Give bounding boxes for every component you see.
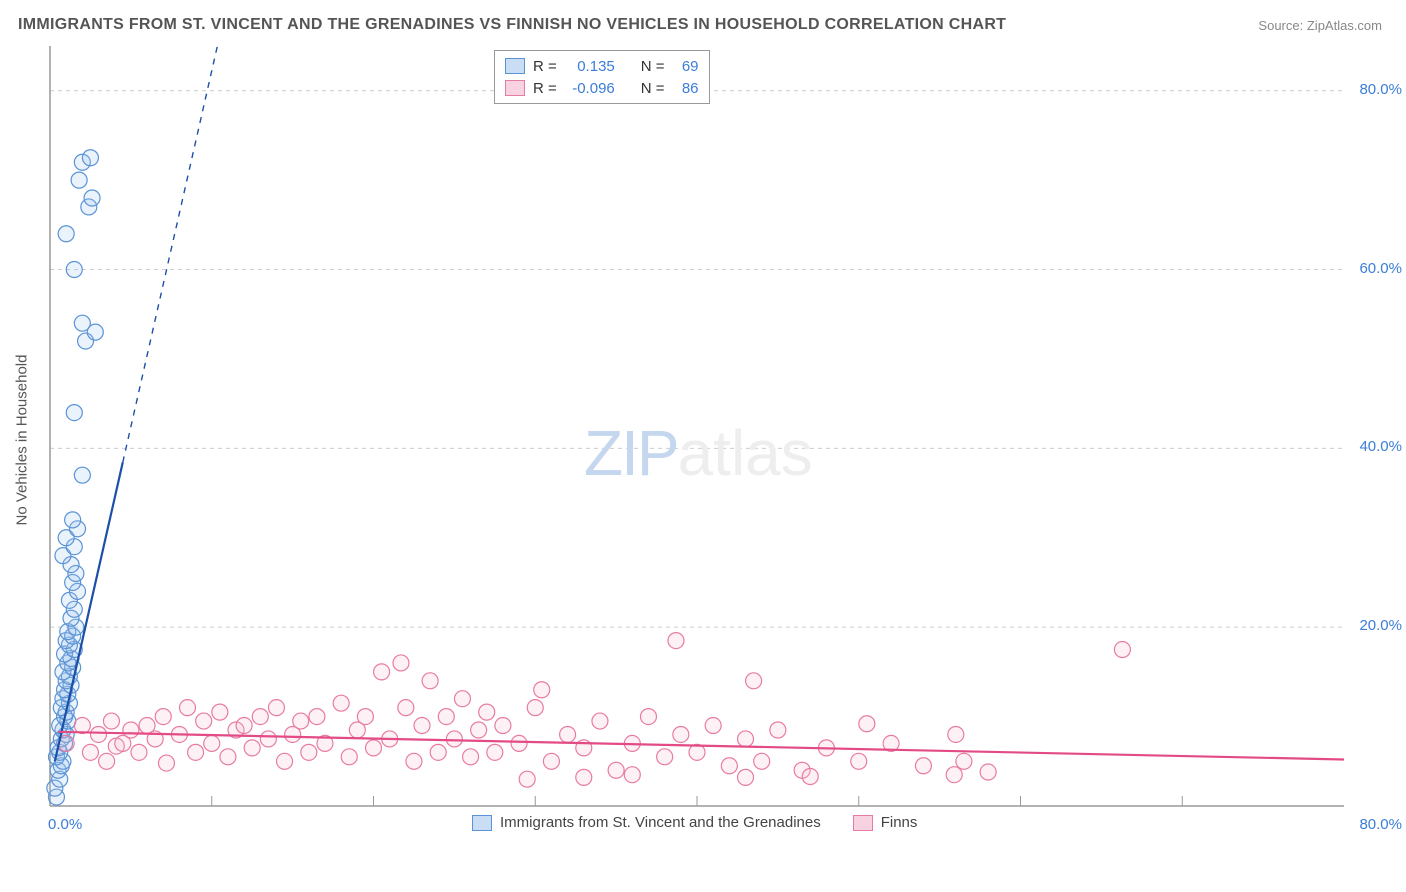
legend-label: Finns — [881, 814, 918, 831]
tick-label: 80.0% — [1359, 816, 1402, 833]
legend-swatch — [505, 80, 525, 96]
legend-label: Immigrants from St. Vincent and the Gren… — [500, 814, 821, 831]
legend-swatch — [505, 58, 525, 74]
r-label: R = — [533, 58, 557, 75]
tick-label: 60.0% — [1359, 260, 1402, 277]
source-prefix: Source: — [1258, 18, 1303, 33]
legend-swatch — [853, 815, 873, 831]
legend-stats: R = 0.135 N = 69 R = -0.096 N = 86 — [494, 50, 710, 104]
legend-swatch — [472, 815, 492, 831]
y-axis-label: No Vehicles in Household — [14, 355, 31, 526]
r-value: 0.135 — [565, 58, 615, 75]
tick-label: 40.0% — [1359, 438, 1402, 455]
legend-item: Immigrants from St. Vincent and the Gren… — [472, 814, 821, 831]
n-value: 69 — [673, 58, 699, 75]
legend-series: Immigrants from St. Vincent and the Gren… — [472, 814, 917, 831]
n-label: N = — [641, 80, 665, 97]
legend-stats-row: R = 0.135 N = 69 — [505, 55, 699, 77]
chart-title: IMMIGRANTS FROM ST. VINCENT AND THE GREN… — [18, 16, 1006, 34]
source-label: Source: ZipAtlas.com — [1258, 18, 1382, 33]
legend-stats-row: R = -0.096 N = 86 — [505, 77, 699, 99]
source-name: ZipAtlas.com — [1307, 18, 1382, 33]
tick-label: 80.0% — [1359, 81, 1402, 98]
n-value: 86 — [673, 80, 699, 97]
legend-item: Finns — [853, 814, 918, 831]
r-label: R = — [533, 80, 557, 97]
scatter-chart — [44, 46, 1364, 836]
r-value: -0.096 — [565, 80, 615, 97]
chart-area: ZIPatlas R = 0.135 N = 69 R = -0.096 N =… — [44, 46, 1364, 836]
n-label: N = — [641, 58, 665, 75]
tick-label: 0.0% — [48, 816, 82, 833]
tick-label: 20.0% — [1359, 617, 1402, 634]
